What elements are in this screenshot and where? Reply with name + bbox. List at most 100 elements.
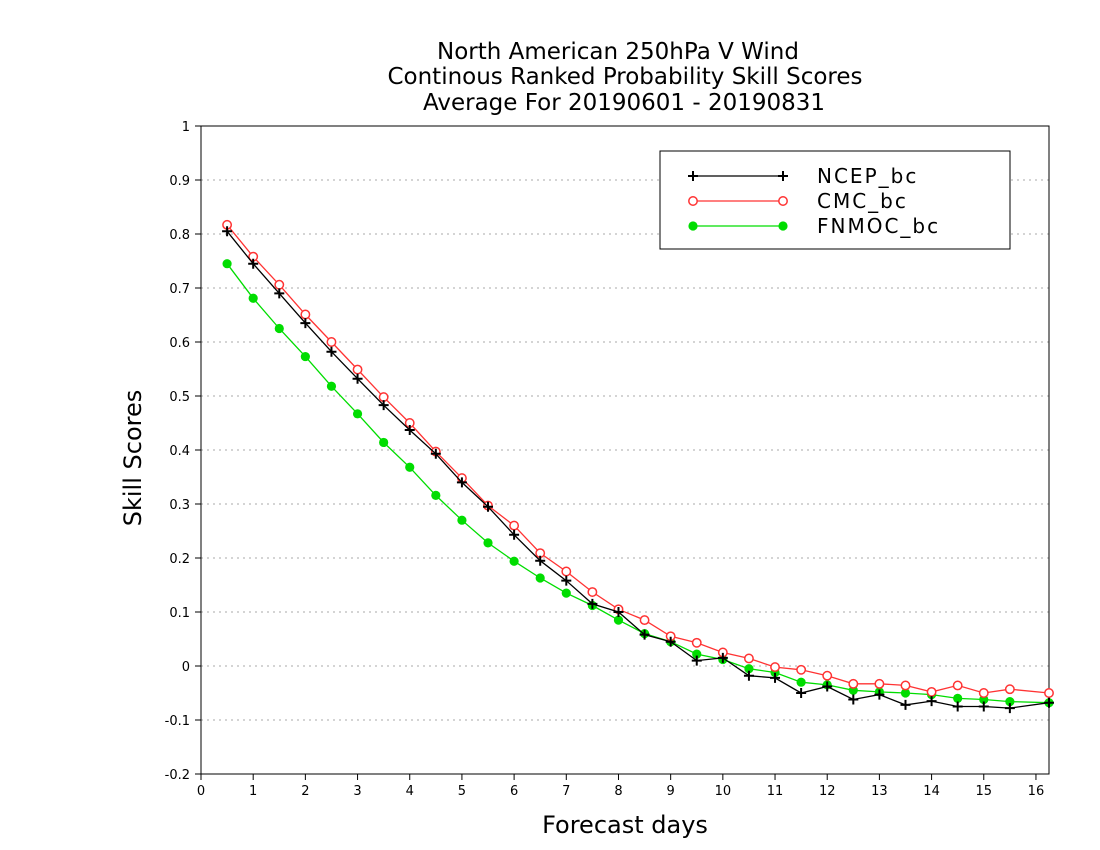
data-point-marker <box>796 664 807 675</box>
y-tick-label: 0.7 <box>169 282 190 297</box>
data-point-marker <box>561 575 572 586</box>
x-tick-label: 5 <box>458 784 466 799</box>
data-point-marker <box>509 520 520 531</box>
data-point-marker <box>770 672 781 683</box>
y-tick-label: 0.6 <box>169 336 190 351</box>
data-point-marker <box>379 437 389 448</box>
data-point-marker <box>274 288 285 299</box>
data-point-marker <box>300 318 311 329</box>
data-point-marker <box>1004 703 1015 714</box>
x-tick-label: 7 <box>562 784 570 799</box>
data-point-marker <box>688 171 698 181</box>
y-tick-label: 0.5 <box>169 390 190 405</box>
x-tick-label: 12 <box>819 784 836 799</box>
y-tick-label: -0.2 <box>165 768 190 783</box>
data-point-marker <box>978 701 989 712</box>
data-point-marker <box>456 477 467 488</box>
data-point-marker <box>404 425 415 436</box>
x-tick-label: 10 <box>715 784 732 799</box>
data-point-marker <box>691 655 702 666</box>
data-point-marker <box>822 670 833 681</box>
data-point-marker <box>900 699 911 710</box>
data-point-marker <box>639 629 650 640</box>
data-point-marker <box>222 259 232 269</box>
data-point-marker <box>300 351 310 362</box>
data-point-marker <box>587 598 598 609</box>
data-point-marker <box>1044 697 1054 708</box>
data-point-marker <box>978 688 989 698</box>
data-point-marker <box>248 258 259 269</box>
y-tick-label: 0.4 <box>169 444 190 459</box>
data-point-marker <box>874 678 885 689</box>
x-tick-label: 13 <box>871 784 888 799</box>
series-layer <box>222 219 1054 714</box>
x-tick-label: 3 <box>353 784 361 799</box>
data-point-marker <box>378 392 389 403</box>
data-point-marker <box>926 696 937 707</box>
x-axis-label: Forecast days <box>542 811 708 839</box>
data-point-marker <box>778 221 788 231</box>
data-point-marker <box>352 409 363 419</box>
data-point-marker <box>613 607 624 617</box>
data-point-marker <box>378 400 389 411</box>
data-point-marker <box>431 490 441 500</box>
data-point-marker <box>848 694 859 705</box>
x-tick-label: 8 <box>614 784 622 799</box>
y-tick-label: 1 <box>182 120 190 135</box>
data-point-marker <box>796 688 807 698</box>
data-point-marker <box>692 649 702 659</box>
series-NCEP_bc <box>222 226 1054 714</box>
y-tick-label: 0.8 <box>169 228 190 243</box>
data-point-marker <box>509 556 519 566</box>
series-line <box>226 224 1050 694</box>
series-CMC_bc <box>222 219 1054 698</box>
legend-label: NCEP_bc <box>817 164 918 188</box>
y-tick-label: 0 <box>182 660 190 675</box>
data-point-marker <box>326 337 337 347</box>
title-line-2: Continous Ranked Probability Skill Score… <box>387 64 862 90</box>
y-tick-label: -0.1 <box>165 714 190 729</box>
y-tick-label: 0.9 <box>169 174 190 189</box>
data-point-marker <box>274 279 285 290</box>
series-line <box>226 263 1050 704</box>
x-tick-label: 9 <box>667 784 675 799</box>
data-point-marker <box>274 323 284 334</box>
data-point-marker <box>352 364 363 375</box>
x-tick-label: 14 <box>923 784 940 799</box>
series-line <box>226 230 1050 709</box>
legend-label: FNMOC_bc <box>817 214 940 238</box>
data-point-marker <box>535 555 546 566</box>
data-point-marker <box>743 670 754 681</box>
x-tick-label: 1 <box>249 784 257 799</box>
data-point-marker <box>430 448 441 459</box>
data-point-marker <box>587 587 598 597</box>
data-point-marker <box>483 538 493 548</box>
data-point-marker <box>509 529 520 540</box>
data-point-marker <box>457 515 467 525</box>
x-tick-label: 15 <box>975 784 992 799</box>
title-line-1: North American 250hPa V Wind <box>437 39 799 65</box>
x-tick-label: 0 <box>197 784 205 799</box>
data-point-marker <box>926 686 937 697</box>
data-point-marker <box>717 652 728 663</box>
data-point-marker <box>796 677 806 687</box>
x-tick-label: 4 <box>406 784 414 799</box>
data-point-marker <box>1005 697 1015 707</box>
legend-entry: CMC_bc <box>688 189 908 213</box>
legend-entry: FNMOC_bc <box>688 214 940 238</box>
data-point-marker <box>535 573 545 583</box>
data-point-marker <box>778 196 788 206</box>
data-point-marker <box>688 196 698 206</box>
data-point-marker <box>352 373 363 384</box>
series-FNMOC_bc <box>222 259 1054 708</box>
data-point-marker <box>770 662 780 673</box>
data-point-marker <box>639 615 650 626</box>
data-point-marker <box>778 171 788 181</box>
data-point-marker <box>900 688 911 698</box>
legend-label: CMC_bc <box>817 189 908 213</box>
data-point-marker <box>665 636 676 647</box>
legend-entry: NCEP_bc <box>688 164 918 188</box>
